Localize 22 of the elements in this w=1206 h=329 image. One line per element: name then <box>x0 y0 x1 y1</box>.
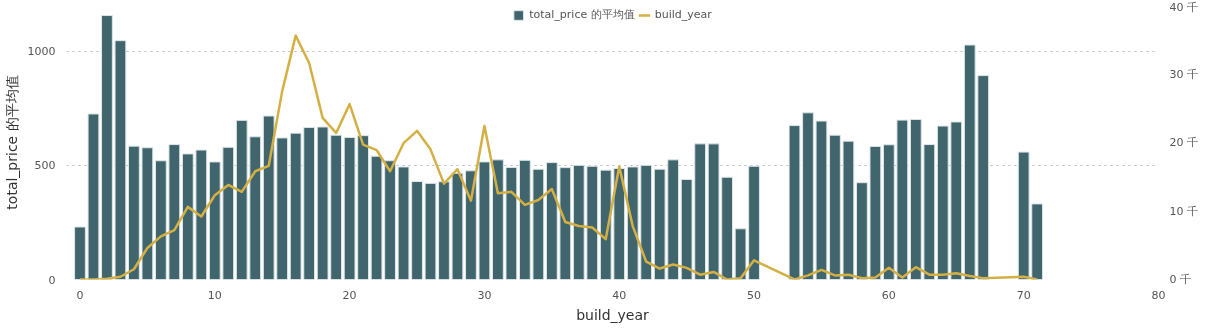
y-tick-label: 500 <box>34 159 56 173</box>
x-tick-label: 40 <box>612 288 627 302</box>
y2-tick-label: 10 千 <box>1169 204 1198 218</box>
x-tick-label: 60 <box>881 288 896 302</box>
line-series <box>78 34 1039 280</box>
x-axis-title: build_year <box>576 306 650 323</box>
y2-tick-label: 0 千 <box>1169 273 1191 286</box>
y2-tick-label: 30 千 <box>1169 67 1198 81</box>
y-tick-label: 1000 <box>27 45 56 59</box>
x-tick-label: 10 <box>207 288 222 302</box>
x-tick-label: 70 <box>1016 288 1031 302</box>
y-axis-title: total_price 的平均值 <box>3 75 20 210</box>
legend-label: total_price 的平均值 <box>529 7 635 22</box>
y2-tick-label: 40 千 <box>1169 0 1198 14</box>
legend-label: build_year <box>654 8 712 21</box>
x-tick-label: 80 <box>1151 288 1166 302</box>
x-tick-label: 30 <box>477 288 492 302</box>
y-tick-label: 0 <box>48 273 56 287</box>
x-tick-label: 50 <box>747 288 762 302</box>
x-tick-label: 20 <box>342 288 357 302</box>
y2-tick-label: 20 千 <box>1169 136 1198 149</box>
x-tick-label: 0 <box>76 288 84 302</box>
